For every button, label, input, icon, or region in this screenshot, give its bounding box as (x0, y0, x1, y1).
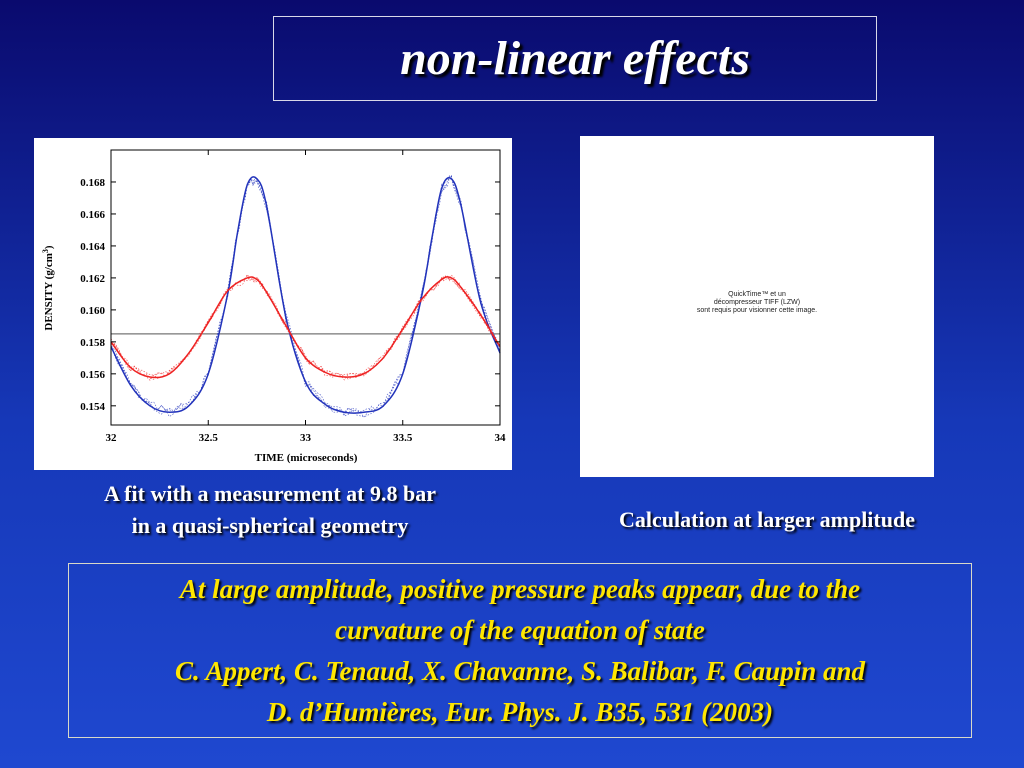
y-tick-label: 0.160 (80, 305, 105, 317)
left-caption: A fit with a measurement at 9.8 bar in a… (30, 478, 510, 542)
y-tick-label: 0.164 (80, 241, 105, 253)
measurement-trace (110, 174, 501, 418)
density-plot-panel: 0.154 0.156 0.158 0.160 0.162 0.164 0.166 0.168… (34, 138, 512, 470)
quicktime-line3: sont requis pour visionner cette image. (696, 307, 818, 314)
note-line2: curvature of the equation of state (335, 614, 705, 645)
x-axis-label: TIME (microseconds) (255, 452, 358, 464)
note-line4: D. d’Humières, Eur. Phys. J. B35, 531 (2… (266, 696, 774, 727)
fit-series-line (110, 176, 501, 414)
x-tick-label: 34 (495, 432, 507, 444)
y-axis-label-sup: 3 (41, 249, 50, 253)
left-caption-line2: in a quasi-spherical geometry (131, 513, 409, 538)
measurement-trace (110, 273, 501, 381)
note-line1: At large amplitude, positive pressure pe… (179, 573, 861, 604)
y-tick-label: 0.156 (80, 369, 105, 381)
quicktime-line1: QuickTime™ et un (728, 291, 786, 298)
slide-title: non-linear effects (400, 32, 750, 85)
quicktime-placeholder-image: QuickTime™ et un décompresseur TIFF (LZW… (580, 136, 934, 477)
y-tick-label: 0.162 (80, 273, 105, 285)
series-layer (110, 174, 501, 418)
measurement-trace (110, 274, 501, 380)
x-tick-label: 33.5 (393, 432, 413, 444)
x-tick-label: 33 (300, 432, 312, 444)
density-time-chart: 0.154 0.156 0.158 0.160 0.162 0.164 0.166 0.168… (41, 149, 506, 464)
ticks-layer: 0.154 0.156 0.158 0.160 0.162 0.164 0.166 0.168… (80, 150, 506, 444)
y-axis-label: DENSITY (g/cm3) (41, 245, 55, 331)
x-tick-label: 32.5 (199, 432, 219, 444)
measurement-trace (110, 175, 501, 418)
note-line3: C. Appert, C. Tenaud, X. Chavanne, S. Ba… (175, 655, 865, 686)
y-tick-label: 0.154 (80, 401, 105, 413)
quicktime-line2: décompresseur TIFF (LZW) (713, 299, 801, 306)
measurement-trace (110, 275, 501, 381)
y-tick-label: 0.158 (80, 337, 105, 349)
plot-frame (110, 149, 501, 426)
y-axis-label-main: DENSITY (g/cm (43, 253, 55, 331)
quicktime-placeholder-text: QuickTime™ et un décompresseur TIFF (LZW… (580, 291, 934, 315)
x-tick-label: 32 (106, 432, 118, 444)
fit-series-line (110, 276, 501, 379)
right-caption: Calculation at larger amplitude (619, 507, 915, 532)
left-caption-line1: A fit with a measurement at 9.8 bar (104, 481, 436, 506)
y-tick-label: 0.166 (80, 209, 105, 221)
note-box: At large amplitude, positive pressure pe… (68, 563, 972, 738)
title-box: non-linear effects (273, 16, 877, 101)
y-tick-label: 0.168 (80, 177, 105, 189)
y-axis-label-close: ) (43, 245, 55, 249)
